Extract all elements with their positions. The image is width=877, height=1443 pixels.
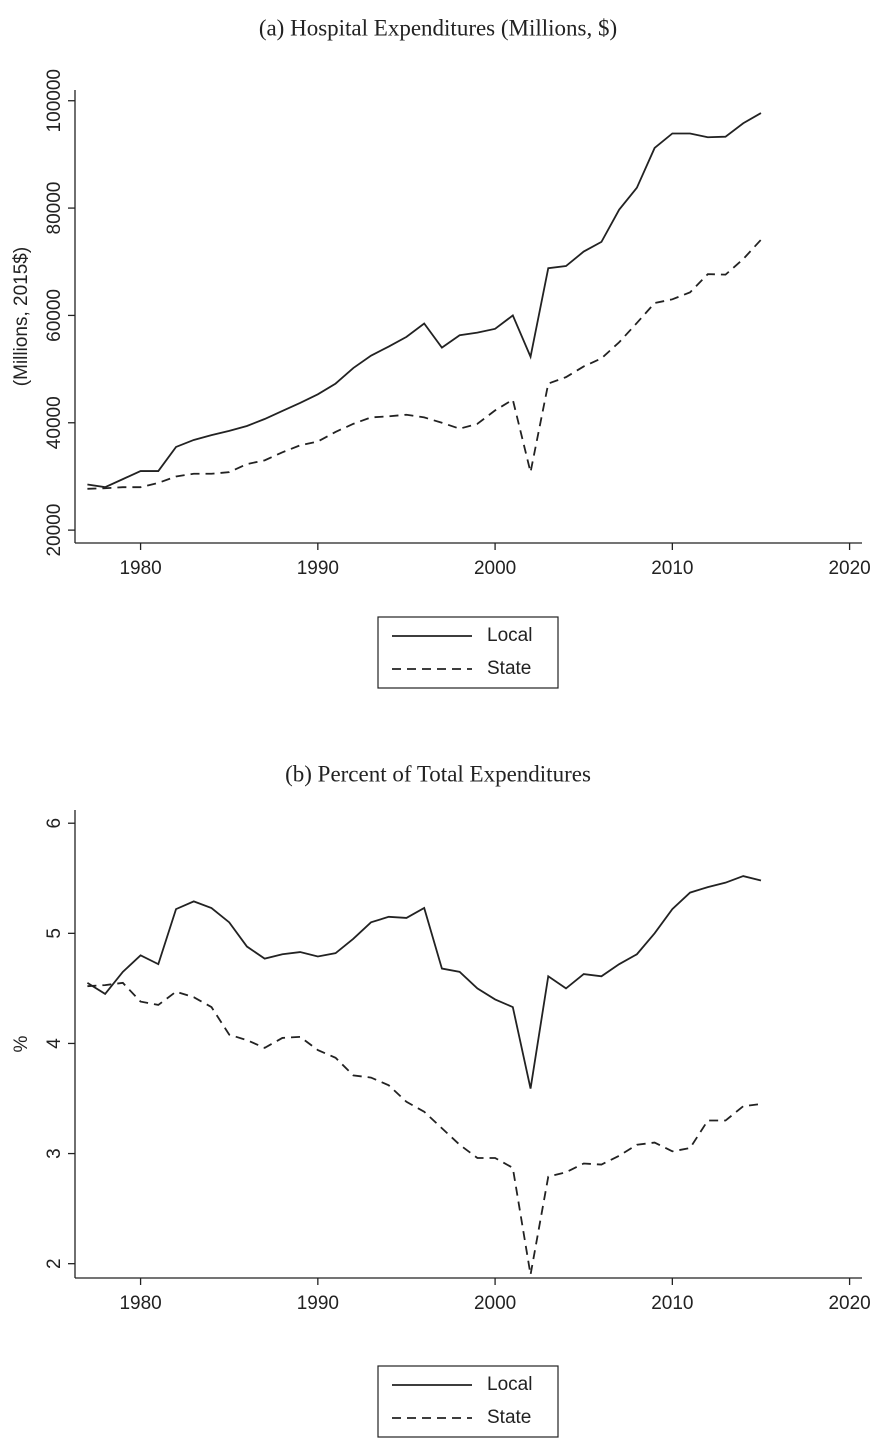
x-tick-label: 2010 (651, 558, 693, 579)
data-line (87, 112, 762, 489)
y-tick-label: 5 (44, 928, 65, 939)
x-tick-label: 2000 (474, 1293, 516, 1314)
x-tick-label: 1980 (119, 558, 161, 579)
x-tick-label: 1990 (297, 558, 339, 579)
legend-label: State (487, 1407, 531, 1428)
x-tick-label: 1980 (119, 1293, 161, 1314)
x-tick-label: 2020 (828, 1293, 870, 1314)
y-axis-label: % (11, 1035, 32, 1052)
legend-box (377, 1365, 559, 1438)
y-tick-label: 6 (44, 818, 65, 829)
y-tick-label: 4 (44, 1038, 65, 1049)
data-line (87, 981, 762, 1275)
y-tick-label: 60000 (44, 289, 65, 342)
y-tick-label: 40000 (44, 396, 65, 449)
y-tick-label: 2 (44, 1258, 65, 1269)
legend-box (377, 616, 559, 689)
legend-label: Local (487, 625, 532, 646)
x-tick-label: 2020 (828, 558, 870, 579)
data-line (86, 875, 762, 1089)
data-line (87, 239, 762, 490)
legend-label: State (487, 658, 531, 679)
chart-title: (a) Hospital Expenditures (Millions, $) (259, 15, 617, 40)
x-tick-label: 1990 (297, 1293, 339, 1314)
y-tick-label: 3 (44, 1148, 65, 1159)
x-tick-label: 2000 (474, 558, 516, 579)
y-tick-label: 100000 (44, 69, 65, 132)
y-tick-label: 80000 (44, 182, 65, 235)
chart-title: (b) Percent of Total Expenditures (285, 761, 591, 786)
y-tick-label: 20000 (44, 504, 65, 557)
x-tick-label: 2010 (651, 1293, 693, 1314)
legend-label: Local (487, 1374, 532, 1395)
y-axis-label: (Millions, 2015$) (11, 247, 32, 386)
